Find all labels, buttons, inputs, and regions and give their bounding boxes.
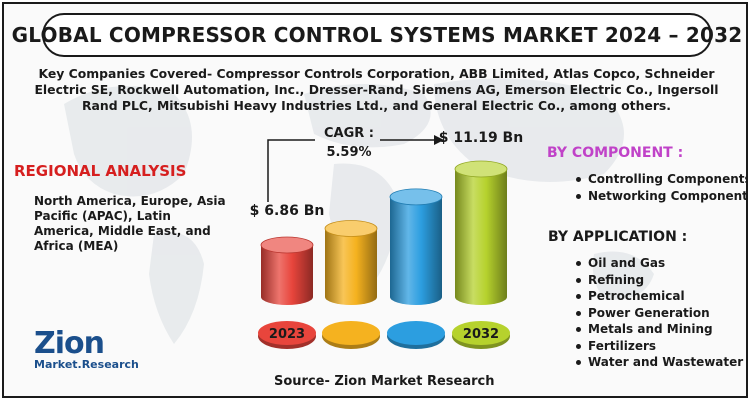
regional-analysis-heading: REGIONAL ANALYSIS — [14, 162, 187, 180]
bar-2 — [389, 188, 443, 305]
cagr-label: CAGR : — [324, 126, 374, 141]
title-banner: GLOBAL COMPRESSOR CONTROL SYSTEMS MARKET… — [12, 13, 742, 57]
logo-main-text: Zion — [34, 326, 105, 361]
year-badge-0 — [258, 321, 316, 349]
bar-body — [455, 169, 507, 305]
cagr-value: 5.59% — [326, 145, 371, 160]
list-item: Fertilizers — [572, 338, 743, 355]
year-badge-3 — [452, 321, 510, 349]
bar-top — [389, 188, 443, 206]
list-item: Power Generation — [572, 305, 743, 322]
zion-logo: Zion Market.Research — [34, 326, 139, 376]
regional-analysis-text: North America, Europe, Asia Pacific (APA… — [34, 194, 226, 253]
bar-0 — [260, 236, 314, 305]
list-item: Controlling Components — [572, 171, 746, 188]
badge-fill — [322, 321, 380, 345]
bar-top — [260, 236, 314, 254]
value-label: $ 6.86 Bn — [250, 203, 325, 219]
source-text: Source- Zion Market Research — [274, 374, 495, 389]
bar-1 — [324, 220, 378, 305]
bar-body — [325, 228, 377, 305]
by-component-heading: BY COMPONENT : — [547, 145, 684, 161]
year-badge-2 — [387, 321, 445, 349]
bar-body — [261, 245, 313, 305]
market-bar-chart: 2023 $ 6.86 Bn 2032 $ 11.19 Bn CAGR : 5.59% — [250, 126, 523, 349]
bar-body — [390, 196, 442, 305]
bar-top — [454, 160, 508, 178]
badge-fill — [258, 321, 316, 345]
list-item: Networking Components — [572, 188, 746, 205]
list-item: Oil and Gas — [572, 255, 743, 272]
list-item: Refining — [572, 272, 743, 289]
page-title: GLOBAL COMPRESSOR CONTROL SYSTEMS MARKET… — [11, 23, 743, 47]
application-list: Oil and Gas Refining Petrochemical Power… — [572, 255, 743, 371]
bar-top — [324, 220, 378, 237]
cagr-arrowhead — [434, 135, 444, 145]
year-label: 2032 — [463, 327, 499, 342]
badge-fill — [452, 321, 510, 345]
component-list: Controlling Components Networking Compon… — [572, 171, 746, 205]
year-label: 2023 — [269, 327, 305, 342]
list-item: Petrochemical — [572, 288, 743, 305]
key-companies-text: Key Companies Covered- Compressor Contro… — [34, 66, 719, 113]
logo-sub-text: Market.Research — [34, 358, 139, 371]
badge-fill — [387, 321, 445, 345]
list-item: Water and Wastewater — [572, 354, 743, 371]
cagr-arrow-left — [267, 139, 315, 202]
list-item: Metals and Mining — [572, 321, 743, 338]
value-label: $ 11.19 Bn — [439, 130, 523, 146]
cagr-arrow — [267, 135, 444, 202]
year-badge-1 — [322, 321, 380, 349]
bar-3 — [454, 160, 508, 305]
by-application-heading: BY APPLICATION : — [548, 229, 688, 245]
